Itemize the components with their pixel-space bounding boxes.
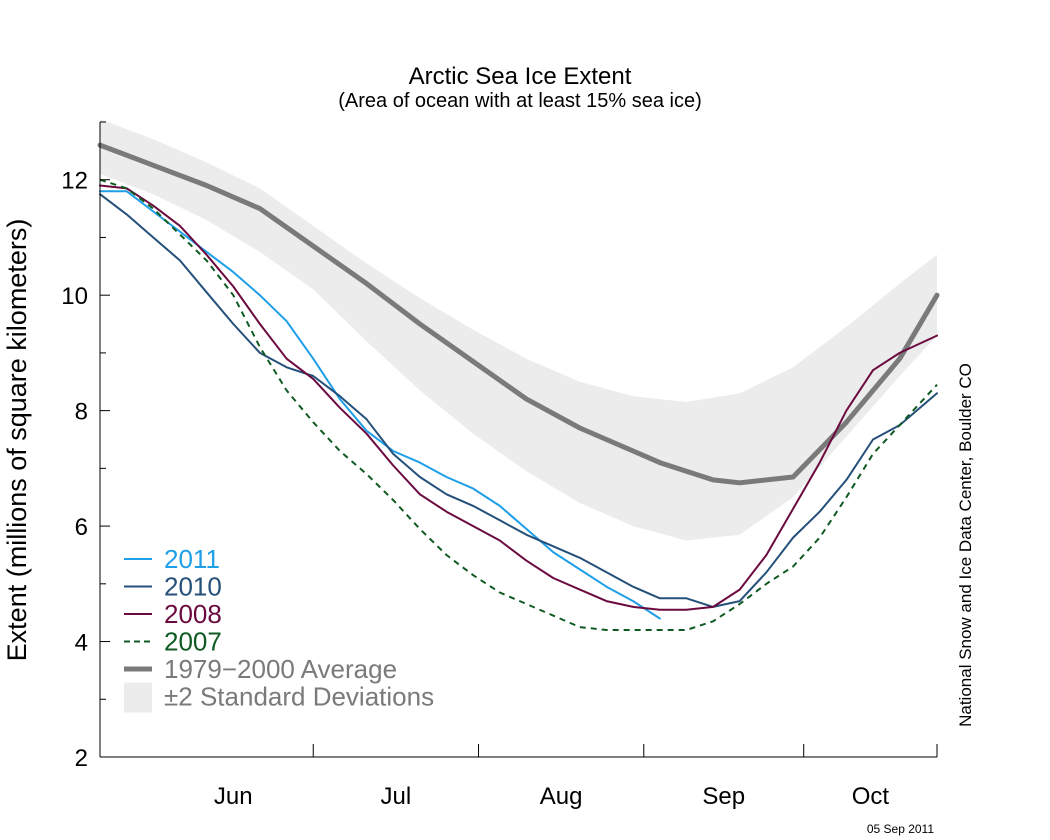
y-tick-label: 10: [61, 283, 88, 310]
series-line-2010: [99, 193, 938, 608]
legend-swatch-band: [124, 682, 152, 713]
series-line-2008: [99, 184, 938, 611]
legend-label-average: 1979−2000 Average: [164, 654, 397, 684]
chart-title: Arctic Sea Ice Extent: [409, 63, 632, 90]
legend-label-2007: 2007: [164, 627, 222, 657]
credit-text: National Snow and Ice Data Center, Bould…: [956, 363, 975, 727]
y-tick-label: 12: [61, 168, 88, 195]
series-layer: [97, 142, 940, 631]
y-tick-label: 2: [75, 745, 88, 772]
series-line-average: [97, 142, 940, 486]
x-tick-label: Jul: [381, 783, 412, 810]
legend-label-2010: 2010: [164, 572, 222, 602]
series-line-2007: [99, 178, 938, 631]
legend-label-2008: 2008: [164, 599, 222, 629]
legend-label-2011: 2011: [164, 544, 220, 574]
x-tick-label: Jun: [214, 783, 253, 810]
chart-subtitle: (Area of ocean with at least 15% sea ice…: [338, 90, 702, 112]
x-tick-label: Oct: [852, 783, 890, 810]
legend-label-stddev_band: ±2 Standard Deviations: [164, 682, 434, 712]
axes: 2 4 6 8 10 12 Jun Jul Aug Sep Oct: [61, 121, 938, 810]
stddev-band-layer: [100, 119, 937, 541]
y-tick-label: 4: [75, 630, 88, 657]
x-tick-label: Aug: [540, 783, 583, 810]
y-tick-label: 6: [75, 514, 88, 541]
date-stamp: 05 Sep 2011: [867, 822, 934, 836]
x-tick-label: Sep: [702, 783, 745, 810]
y-axis-label: Extent (millions of square kilometers): [2, 219, 32, 662]
y-tick-label: 8: [75, 399, 88, 426]
stddev-band: [100, 119, 937, 541]
